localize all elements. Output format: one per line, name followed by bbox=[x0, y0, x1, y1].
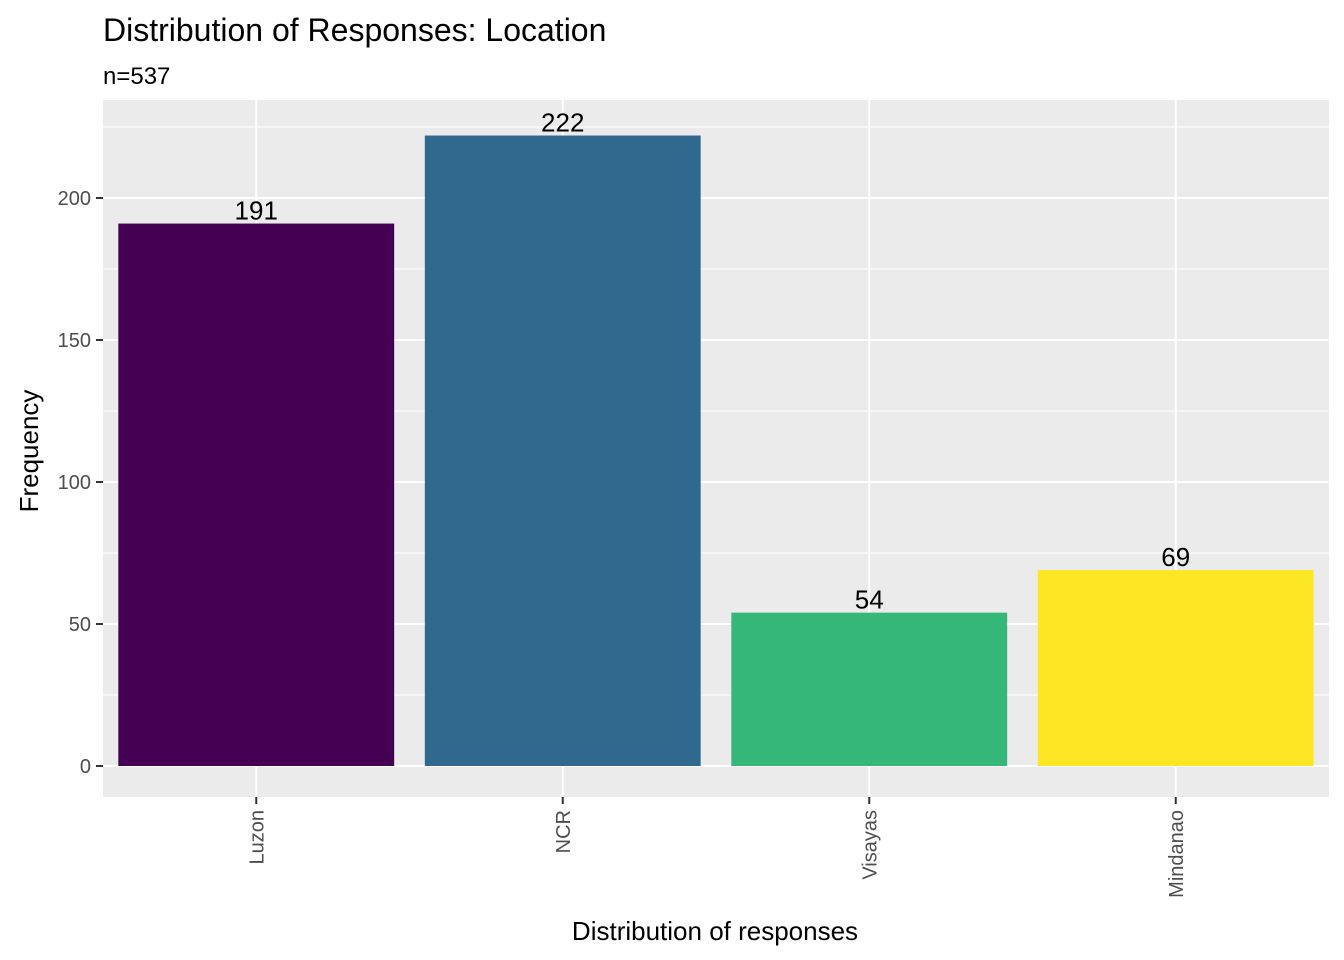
x-tick-label-visayas: Visayas bbox=[859, 810, 881, 880]
data-labels: 191 222 54 69 bbox=[235, 108, 1191, 615]
x-axis: Luzon NCR Visayas Mindanao bbox=[246, 797, 1188, 898]
chart-title: Distribution of Responses: Location bbox=[103, 12, 606, 48]
data-label-visayas: 54 bbox=[855, 585, 884, 615]
y-tick-label: 50 bbox=[69, 614, 91, 636]
data-label-mindanao: 69 bbox=[1161, 542, 1190, 572]
x-tick-label-mindanao: Mindanao bbox=[1166, 810, 1188, 898]
bar-mindanao bbox=[1037, 570, 1314, 766]
data-label-ncr: 222 bbox=[541, 108, 584, 138]
bar-visayas bbox=[731, 612, 1008, 766]
y-axis-title: Frequency bbox=[14, 390, 44, 513]
bar-ncr bbox=[424, 135, 701, 766]
bars bbox=[118, 135, 1314, 766]
y-tick-label: 200 bbox=[58, 188, 91, 210]
y-tick-label: 100 bbox=[58, 472, 91, 494]
chart-subtitle: n=537 bbox=[103, 63, 170, 90]
data-label-luzon: 191 bbox=[235, 196, 278, 226]
y-tick-label: 150 bbox=[58, 330, 91, 352]
x-tick-label-ncr: NCR bbox=[553, 810, 575, 853]
x-axis-title: Distribution of responses bbox=[572, 916, 858, 946]
y-tick-label: 0 bbox=[80, 756, 91, 778]
y-axis: 0 50 100 150 200 bbox=[58, 188, 103, 778]
bar-luzon bbox=[118, 223, 395, 766]
x-tick-label-luzon: Luzon bbox=[246, 810, 268, 865]
